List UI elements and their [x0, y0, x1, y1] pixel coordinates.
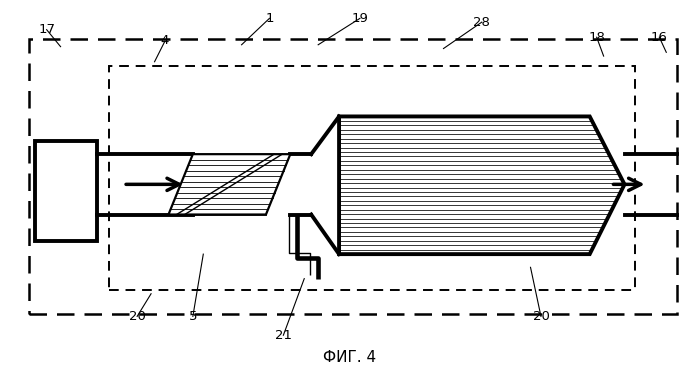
Text: 1: 1 — [265, 12, 274, 25]
Polygon shape — [339, 116, 624, 254]
Text: 16: 16 — [651, 31, 668, 44]
Text: 17: 17 — [38, 23, 55, 36]
Polygon shape — [168, 154, 290, 215]
Text: 20: 20 — [129, 310, 145, 323]
Bar — [109, 65, 635, 290]
Text: 18: 18 — [589, 31, 605, 44]
Text: 21: 21 — [275, 329, 292, 342]
Text: 4: 4 — [161, 35, 169, 48]
Bar — [35, 141, 97, 241]
Text: 28: 28 — [473, 16, 490, 28]
Text: 5: 5 — [189, 310, 197, 323]
Text: 19: 19 — [352, 12, 368, 25]
Bar — [29, 39, 677, 315]
Text: 20: 20 — [533, 310, 549, 323]
Text: ФИГ. 4: ФИГ. 4 — [323, 350, 376, 365]
